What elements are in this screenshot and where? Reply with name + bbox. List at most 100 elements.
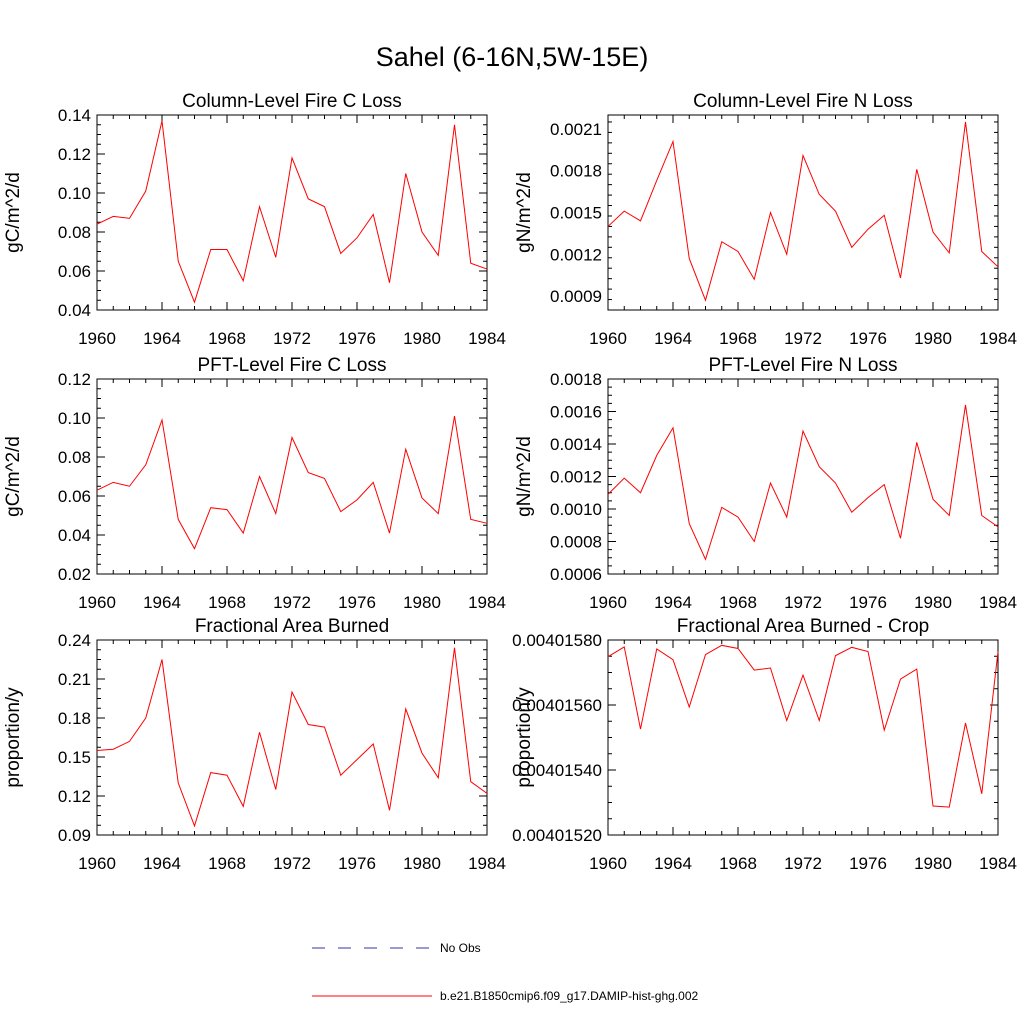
- plot-frame: [96, 639, 488, 836]
- x-tick-label: 1968: [208, 329, 246, 348]
- plot-frame: [607, 114, 999, 311]
- series-line: [607, 644, 999, 808]
- y-tick-label: 0.0008: [550, 533, 602, 552]
- y-tick-label: 0.12: [58, 787, 91, 806]
- y-tick-label: 0.0021: [550, 120, 602, 139]
- y-tick-label: 0.0006: [550, 565, 602, 584]
- y-tick-label: 0.09: [58, 826, 91, 845]
- y-axis-label: proportion/y: [3, 687, 24, 788]
- panel-4: 1960 1964 1968 1972 1976 1980 1984 0.09 0.12 0.15…: [3, 616, 506, 873]
- y-tick-label: 0.08: [58, 448, 91, 467]
- x-tick-label: 1972: [273, 593, 311, 612]
- y-axis-label: proportion/y: [514, 687, 535, 788]
- x-tick-label: 1968: [208, 593, 246, 612]
- x-tick-label: 1968: [719, 329, 757, 348]
- x-tick-label: 1976: [849, 329, 887, 348]
- y-tick-label: 0.15: [58, 748, 91, 767]
- x-tick-label: 1960: [78, 854, 116, 873]
- y-tick-label: 0.0012: [550, 468, 602, 487]
- panel-0: 1960 1964 1968 1972 1976 1980 1984 0.04 0.06 0.08…: [3, 91, 506, 348]
- y-tick-label: 0.04: [58, 301, 91, 320]
- x-tick-label: 1972: [784, 854, 822, 873]
- y-tick-label: 0.0018: [550, 370, 602, 389]
- x-tick-label: 1960: [589, 854, 627, 873]
- x-tick-label: 1980: [403, 593, 441, 612]
- x-tick-label: 1976: [338, 329, 376, 348]
- x-tick-label: 1976: [338, 854, 376, 873]
- y-tick-label: 0.00401540: [512, 761, 602, 780]
- x-tick-label: 1980: [914, 854, 952, 873]
- x-tick-label: 1964: [654, 593, 692, 612]
- y-tick-label: 0.0012: [550, 245, 602, 264]
- x-tick-label: 1960: [78, 593, 116, 612]
- panel-title: Fractional Area Burned - Crop: [677, 616, 929, 637]
- x-tick-label: 1960: [589, 329, 627, 348]
- y-tick-label: 0.06: [58, 262, 91, 281]
- x-tick-label: 1964: [143, 593, 181, 612]
- x-tick-label: 1980: [403, 854, 441, 873]
- x-tick-label: 1964: [654, 329, 692, 348]
- plot-frame: [96, 378, 488, 575]
- legend: No Obs b.e21.B1850cmip6.f09_g17.DAMIP-hi…: [312, 941, 698, 1003]
- y-tick-label: 0.10: [58, 409, 91, 428]
- x-tick-label: 1984: [468, 329, 506, 348]
- x-tick-label: 1980: [403, 329, 441, 348]
- x-tick-label: 1976: [338, 593, 376, 612]
- x-tick-label: 1968: [719, 593, 757, 612]
- series-line: [607, 404, 999, 561]
- panel-2: 1960 1964 1968 1972 1976 1980 1984 0.02 0.04 0.06…: [3, 355, 506, 612]
- y-tick-label: 0.0014: [550, 435, 602, 454]
- series-line: [96, 415, 488, 550]
- y-tick-label: 0.18: [58, 709, 91, 728]
- y-tick-label: 0.00401560: [512, 696, 602, 715]
- x-tick-label: 1984: [468, 854, 506, 873]
- panels: 1960 1964 1968 1972 1976 1980 1984 0.04 0.06 0.08…: [3, 91, 1017, 873]
- panel-title: Column-Level Fire C Loss: [182, 91, 402, 112]
- figure-title: Sahel (6-16N,5W-15E): [376, 42, 649, 72]
- y-tick-label: 0.02: [58, 565, 91, 584]
- y-tick-label: 0.12: [58, 145, 91, 164]
- x-tick-label: 1984: [468, 593, 506, 612]
- x-tick-label: 1968: [719, 854, 757, 873]
- plot-frame: [96, 114, 488, 311]
- x-tick-label: 1980: [914, 593, 952, 612]
- y-axis-label: gN/m^2/d: [514, 436, 535, 517]
- plot-frame: [607, 378, 999, 575]
- series-line: [96, 647, 488, 828]
- y-tick-label: 0.24: [58, 631, 91, 650]
- x-tick-label: 1976: [849, 854, 887, 873]
- panel-title: PFT-Level Fire C Loss: [198, 355, 387, 376]
- x-tick-label: 1972: [273, 329, 311, 348]
- panel-title: Column-Level Fire N Loss: [693, 91, 913, 112]
- y-tick-label: 0.00401580: [512, 631, 602, 650]
- y-tick-label: 0.06: [58, 487, 91, 506]
- series-line: [607, 121, 999, 302]
- panel-title: PFT-Level Fire N Loss: [709, 355, 898, 376]
- y-axis-label: gC/m^2/d: [3, 172, 24, 253]
- y-tick-label: 0.00401520: [512, 826, 602, 845]
- x-tick-label: 1968: [208, 854, 246, 873]
- x-tick-label: 1964: [143, 329, 181, 348]
- panel-1: 1960 1964 1968 1972 1976 1980 1984 0.0009 0.0012…: [514, 91, 1017, 348]
- x-tick-label: 1984: [979, 329, 1017, 348]
- x-tick-label: 1976: [849, 593, 887, 612]
- y-tick-label: 0.0010: [550, 500, 602, 519]
- y-tick-label: 0.08: [58, 223, 91, 242]
- y-tick-label: 0.0016: [550, 403, 602, 422]
- y-tick-label: 0.21: [58, 670, 91, 689]
- y-tick-label: 0.10: [58, 184, 91, 203]
- y-tick-label: 0.12: [58, 370, 91, 389]
- x-tick-label: 1964: [654, 854, 692, 873]
- panel-3: 1960 1964 1968 1972 1976 1980 1984 0.0006 0.0008…: [514, 355, 1017, 612]
- x-tick-label: 1960: [589, 593, 627, 612]
- y-axis-label: gN/m^2/d: [514, 172, 535, 253]
- x-tick-label: 1984: [979, 854, 1017, 873]
- x-tick-label: 1980: [914, 329, 952, 348]
- x-tick-label: 1972: [784, 593, 822, 612]
- x-tick-label: 1964: [143, 854, 181, 873]
- y-tick-label: 0.0015: [550, 204, 602, 223]
- panel-5: 1960 1964 1968 1972 1976 1980 1984 0.00401520 0.…: [512, 616, 1017, 873]
- x-tick-label: 1972: [784, 329, 822, 348]
- legend-label-no-obs: No Obs: [440, 941, 481, 955]
